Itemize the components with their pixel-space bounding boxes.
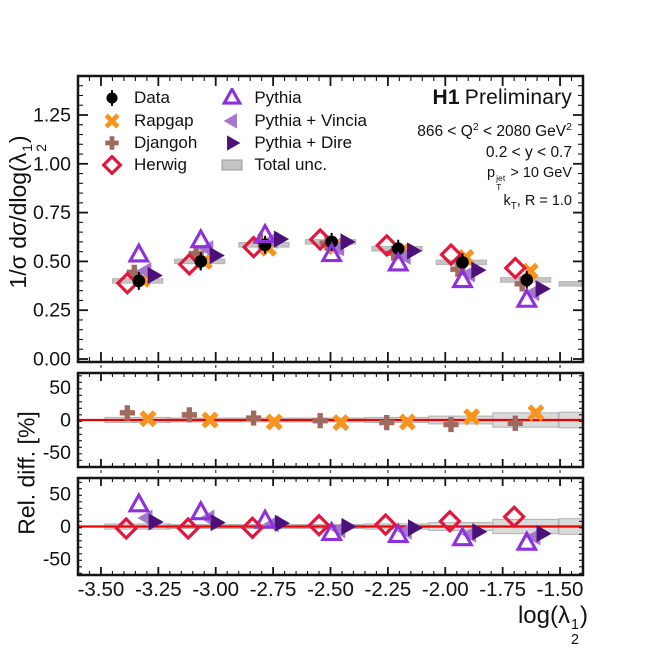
svg-text:1.25: 1.25 <box>33 105 71 127</box>
djangoh-series-mid <box>119 405 523 433</box>
legend-item-pythia: Pythia <box>219 87 367 109</box>
legend-item-djangoh: Djangoh <box>99 132 197 154</box>
x-axis-title: log(λ 1 2) <box>517 602 588 648</box>
svg-text:0.00: 0.00 <box>33 349 71 371</box>
y-ticks-bottom <box>78 481 583 574</box>
legend-label-rapgap: Rapgap <box>134 110 194 130</box>
legend-item-dire: Pythia + Dire <box>219 132 367 154</box>
svg-text:-3.25: -3.25 <box>135 578 182 601</box>
svg-text:50: 50 <box>49 377 71 399</box>
y-ticks-main <box>78 85 583 360</box>
svg-text:50: 50 <box>49 484 71 506</box>
svg-text:-50: -50 <box>43 442 71 464</box>
legend-item-data: Data <box>99 87 197 109</box>
svg-text:0: 0 <box>60 410 71 432</box>
svg-text:1.00: 1.00 <box>33 153 71 175</box>
svg-text:-2.00: -2.00 <box>422 578 469 601</box>
svg-text:0.75: 0.75 <box>33 202 71 224</box>
jet-algo: kT, R = 1.0 <box>503 193 572 213</box>
legend-label-unc: Total unc. <box>254 155 328 175</box>
legend-column-1: Data Rapgap Djangoh Herwig <box>99 87 197 177</box>
legend-label-djangoh: Djangoh <box>134 132 198 152</box>
ratio-y-axis-title: Rel. diff. [%] <box>13 411 40 535</box>
svg-text:-1.50: -1.50 <box>537 578 584 601</box>
svg-text:-2.25: -2.25 <box>365 578 412 601</box>
legend-label-herwig: Herwig <box>134 155 187 175</box>
kinematic-cuts: 866 < Q2 < 2080 GeV2 0.2 < y < 0.7 p jet T >… <box>417 117 572 218</box>
preliminary-label: Preliminary <box>464 86 572 109</box>
legend-item-unc: Total unc. <box>219 154 367 176</box>
legend-label-data: Data <box>134 88 170 108</box>
legend-label-dire: Pythia + Dire <box>254 132 353 152</box>
x-ticks-main <box>77 76 584 362</box>
y-tick-labels-mid: -50 0 50 <box>43 377 71 464</box>
dire-series-bottom <box>148 513 552 543</box>
legend-label-vincia: Pythia + Vincia <box>254 110 367 130</box>
experiment-label: H1 Preliminary <box>417 86 572 110</box>
svg-text:-50: -50 <box>43 549 71 571</box>
pythia-marker-icon <box>221 88 243 105</box>
legend-item-vincia: Pythia + Vincia <box>219 109 367 131</box>
svg-text:0: 0 <box>60 516 71 538</box>
y-range: 0.2 < y < 0.7 <box>485 143 572 161</box>
vincia-marker-icon <box>223 113 238 129</box>
main-y-axis-title: 1/σ dσ/dlog(λ 1 2) <box>5 135 50 289</box>
x-tick-labels: -3.50 -3.25 -3.00 -2.75 -2.50 -2.25 -2.00 -1.75… <box>78 578 584 601</box>
svg-text:-1.75: -1.75 <box>479 578 526 601</box>
dire-marker-icon <box>227 135 241 151</box>
herwig-series-bottom <box>114 504 526 541</box>
svg-text:-3.00: -3.00 <box>192 578 239 601</box>
djangoh-marker-icon <box>105 136 119 150</box>
zero-lines <box>78 418 583 528</box>
unc-marker-icon <box>221 159 243 171</box>
svg-text:-2.75: -2.75 <box>250 578 297 601</box>
rapgap-marker-icon <box>104 113 120 129</box>
rapgap-series-mid <box>139 404 545 432</box>
legend-item-rapgap: Rapgap <box>99 109 197 131</box>
legend: Data Rapgap Djangoh Herwig Pythia Pythia + Vi… <box>99 87 367 177</box>
svg-text:-3.50: -3.50 <box>78 578 125 601</box>
y-ticks-mid <box>78 375 583 461</box>
herwig-marker-icon <box>101 155 123 176</box>
sup-sub-stack: jet T <box>496 173 506 192</box>
svg-text:-2.50: -2.50 <box>307 578 354 601</box>
pythia-series-bottom <box>127 491 539 551</box>
svg-text:0.50: 0.50 <box>33 251 71 273</box>
data-marker-icon <box>106 90 118 107</box>
x-ticks-bottom <box>77 478 584 575</box>
legend-column-2: Pythia Pythia + Vincia Pythia + Dire Total … <box>219 87 367 177</box>
dire-series-main <box>147 230 551 298</box>
x-ticks-mid <box>77 373 584 467</box>
q2-range: 866 < Q2 < 2080 GeV2 <box>417 121 572 141</box>
experiment-name: H1 <box>432 86 460 109</box>
herwig-series-main <box>115 227 528 296</box>
svg-text:0.25: 0.25 <box>33 300 71 322</box>
pt-cut: p jet T > 10 GeV <box>487 165 572 192</box>
legend-label-pythia: Pythia <box>254 88 302 108</box>
y-tick-labels-main: 0.00 0.25 0.50 0.75 1.00 1.25 <box>33 105 71 371</box>
inter-panel-tick-marks <box>100 365 561 473</box>
pythia-series-main <box>127 222 539 308</box>
legend-item-herwig: Herwig <box>99 154 197 176</box>
experiment-annotations: H1 Preliminary 866 < Q2 < 2080 GeV2 0.2 < … <box>417 86 572 218</box>
y-tick-labels-bottom: -50 0 50 <box>43 484 71 571</box>
